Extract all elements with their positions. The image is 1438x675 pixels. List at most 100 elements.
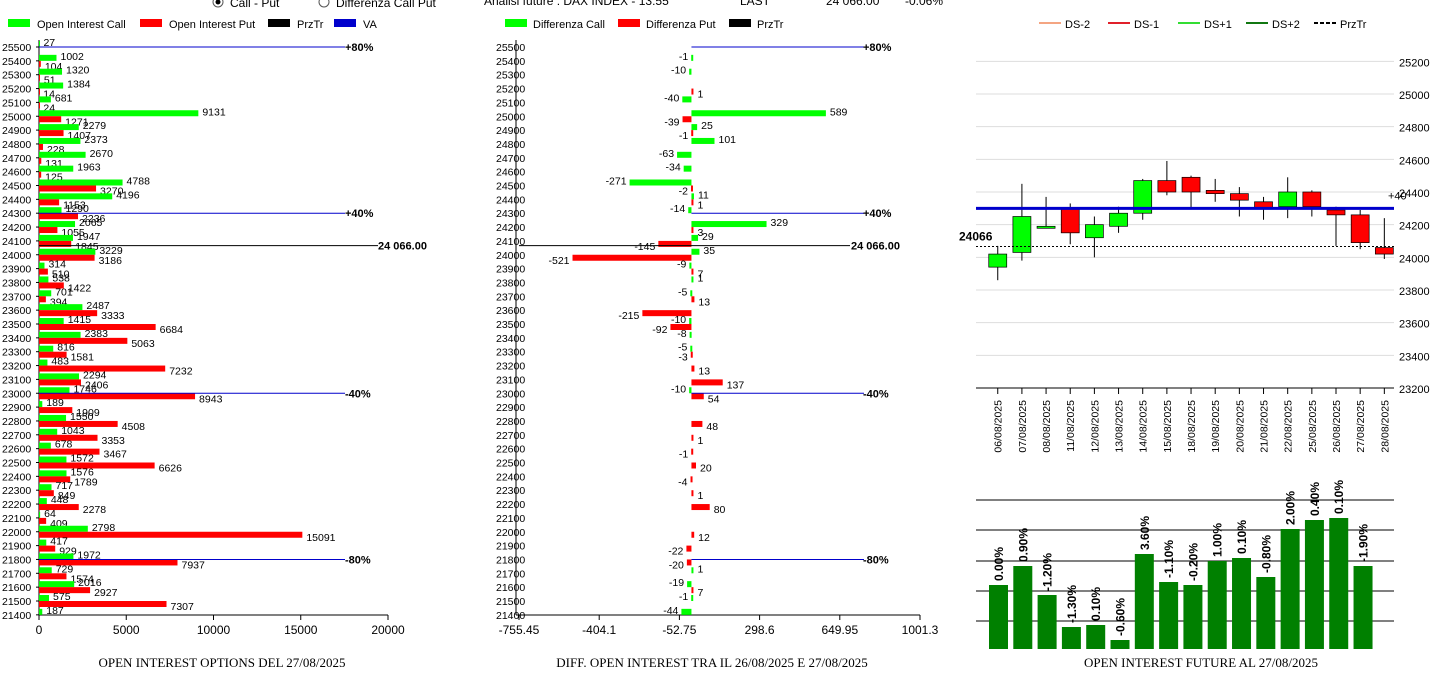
x-tick-label: 15/08/2025 — [1162, 400, 1174, 453]
strike-label: 23200 — [2, 361, 31, 373]
call-bar — [39, 484, 52, 491]
strike-label: 25200 — [496, 84, 525, 96]
va-percent-label: +80% — [345, 42, 374, 54]
y-tick-label: 23800 — [1399, 286, 1430, 298]
strike-label: 22900 — [496, 402, 525, 414]
strike-label: 24200 — [496, 222, 525, 234]
diff-put-bar — [572, 254, 692, 261]
call-value-label: 483 — [51, 356, 69, 368]
strike-label: 25300 — [496, 70, 525, 82]
put-bar — [39, 337, 128, 344]
future-bar — [989, 585, 1008, 649]
future-bar-label: 2.00% — [1284, 491, 1298, 525]
diff-put-bar — [691, 587, 694, 594]
x-tick-label: 5000 — [113, 623, 140, 637]
diff-call-label: 1 — [697, 272, 703, 284]
strike-label: 24300 — [496, 208, 525, 220]
call-bar — [39, 96, 51, 103]
radio-call-put[interactable] — [212, 0, 224, 8]
diff-call-bar — [681, 608, 692, 615]
strike-label: 21700 — [496, 568, 525, 580]
diff-put-label: 20 — [700, 463, 712, 475]
future-bar — [1086, 625, 1106, 649]
legend-swatch — [618, 19, 640, 27]
diff-put-bar — [690, 476, 693, 483]
strike-label: 25400 — [496, 56, 525, 68]
put-value-label: 1581 — [71, 352, 95, 364]
diff-put-bar — [691, 88, 694, 95]
diff-put-label: -1 — [679, 130, 688, 142]
diff-put-bar — [691, 130, 694, 137]
call-value-label: 2670 — [90, 148, 114, 160]
strike-label: 23600 — [2, 305, 31, 317]
call-value-label: 1384 — [67, 79, 91, 91]
diff-call-bar — [689, 387, 692, 394]
strike-label: 21700 — [2, 568, 31, 580]
chart-title: OPEN INTEREST OPTIONS DEL 27/08/2025 — [99, 655, 346, 670]
diff-put-bar — [690, 351, 693, 358]
call-bar — [39, 345, 54, 352]
strike-label: 24100 — [2, 236, 31, 248]
strike-label: 25500 — [2, 42, 31, 54]
call-bar — [39, 290, 52, 297]
radio-selected-dot — [215, 0, 221, 5]
radio-diff[interactable] — [318, 0, 330, 8]
diff-put-label: -215 — [618, 310, 639, 322]
put-value-label: 2927 — [94, 587, 118, 599]
put-value-label: 1574 — [70, 573, 94, 585]
przTr-label: 24 066.00 — [851, 241, 900, 253]
call-bar — [39, 110, 199, 117]
candle-body — [1060, 207, 1080, 234]
x-tick-label: 649.95 — [821, 623, 858, 637]
diff-call-label: -40 — [664, 92, 679, 104]
legend-label: Open Interest Call — [37, 19, 126, 31]
call-value-label: 2487 — [86, 300, 110, 312]
put-bar — [39, 60, 41, 67]
diff-call-bar — [682, 96, 692, 103]
future-bar-label: 0.00% — [992, 547, 1006, 581]
diff-call-label: -10 — [671, 383, 686, 395]
strike-label: 24400 — [496, 194, 525, 206]
x-tick-label: 25/08/2025 — [1307, 400, 1319, 453]
diff-call-bar — [691, 54, 694, 61]
diff-call-bar — [689, 331, 692, 338]
diff-call-label: -44 — [663, 605, 678, 617]
future-bar-label: 1.00% — [1211, 523, 1225, 557]
put-value-label: 24 — [43, 102, 55, 114]
y-tick-label: 24000 — [1399, 253, 1430, 265]
put-value-label: 6684 — [160, 324, 184, 336]
diff-put-bar — [691, 296, 695, 303]
put-value-label: 2278 — [83, 504, 107, 516]
va-percent-label: +40% — [863, 208, 892, 220]
strike-label: 24200 — [2, 222, 31, 234]
analysis-label: Analisi future : DAX INDEX - 13:55 — [484, 0, 669, 8]
strike-label: 22200 — [496, 499, 525, 511]
strike-label: 25000 — [496, 111, 525, 123]
diff-call-label: -34 — [665, 162, 680, 174]
put-bar — [39, 116, 62, 123]
diff-put-bar — [691, 393, 704, 400]
diff-call-bar — [691, 248, 700, 255]
call-value-label: 189 — [46, 397, 64, 409]
va-percent-label: -80% — [345, 554, 371, 566]
diff-put-bar — [658, 240, 692, 247]
put-value-label: 3467 — [103, 449, 127, 461]
oi-diff-chart: Differenza Call Differenza Put PrzTr -755.4… — [496, 19, 939, 670]
future-bar — [1329, 518, 1349, 649]
call-bar — [39, 608, 43, 615]
legend-label: Differenza Put — [646, 19, 716, 31]
diff-put-label: 3 — [697, 227, 703, 239]
put-bar — [39, 379, 81, 386]
put-bar — [39, 462, 155, 469]
strike-label: 22700 — [2, 430, 31, 442]
diff-call-label: -271 — [606, 176, 627, 188]
x-tick-label: 20000 — [371, 623, 405, 637]
call-bar — [39, 82, 64, 89]
legend-label: DS-1 — [1134, 19, 1159, 31]
x-tick-label: 14/08/2025 — [1138, 400, 1150, 453]
future-bar-label: 3.60% — [1138, 516, 1152, 550]
call-bar — [39, 498, 47, 505]
put-bar — [39, 74, 40, 81]
call-value-label: 717 — [56, 480, 74, 492]
diff-call-bar — [691, 595, 694, 601]
